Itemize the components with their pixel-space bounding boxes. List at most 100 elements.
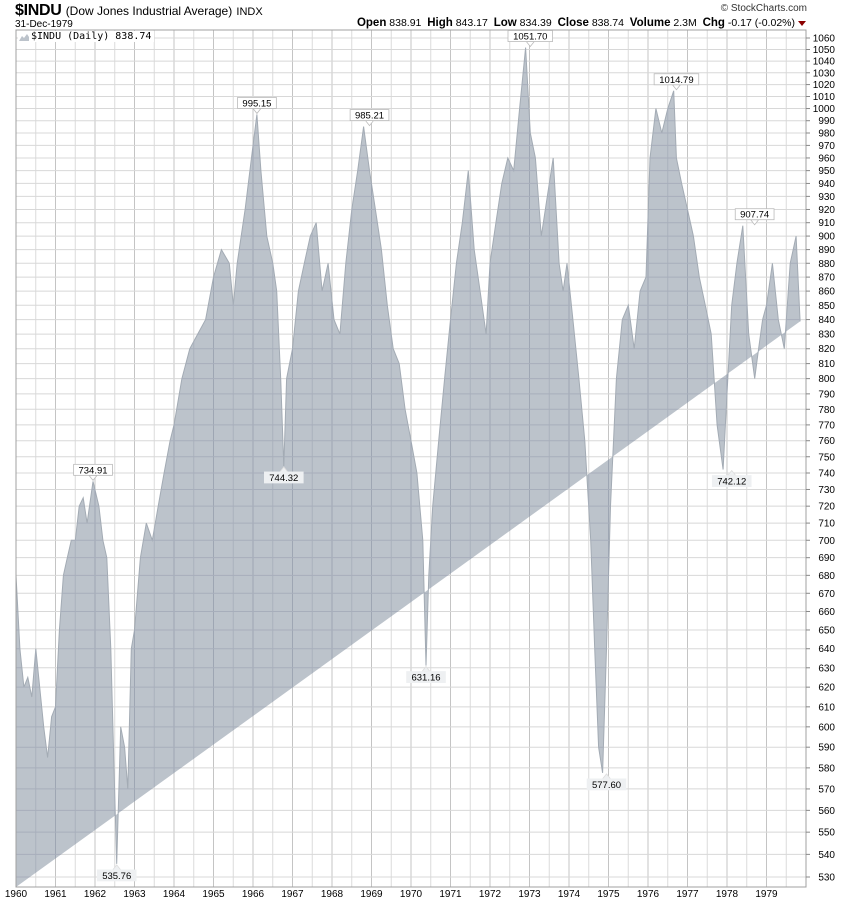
svg-text:630: 630 bbox=[818, 663, 835, 674]
annotation-high: 1014.79 bbox=[653, 73, 700, 91]
volume-label: Volume bbox=[629, 17, 671, 29]
open-label: Open bbox=[356, 17, 387, 29]
svg-text:580: 580 bbox=[818, 763, 835, 774]
svg-text:1971: 1971 bbox=[439, 889, 462, 900]
svg-text:980: 980 bbox=[818, 128, 835, 139]
chg-value: -0.17 (-0.02%) bbox=[727, 17, 795, 29]
svg-text:1965: 1965 bbox=[202, 889, 225, 900]
svg-text:744.32: 744.32 bbox=[269, 473, 298, 484]
price-area bbox=[15, 47, 801, 887]
svg-text:734.91: 734.91 bbox=[78, 465, 107, 476]
x-axis: 1960 1961 1962 1963 1964 1965 1966 1967 1968 1969… bbox=[5, 889, 778, 900]
svg-text:1030: 1030 bbox=[813, 68, 836, 79]
svg-text:690: 690 bbox=[818, 553, 835, 564]
annotation-low: 535.76 bbox=[96, 864, 137, 882]
svg-text:535.76: 535.76 bbox=[102, 871, 131, 882]
svg-text:820: 820 bbox=[818, 344, 835, 355]
index-name: (Dow Jones Industrial Average) bbox=[65, 4, 233, 18]
svg-text:930: 930 bbox=[818, 192, 835, 203]
svg-text:710: 710 bbox=[818, 519, 835, 530]
svg-text:730: 730 bbox=[818, 485, 835, 496]
svg-text:720: 720 bbox=[818, 502, 835, 513]
svg-text:600: 600 bbox=[818, 722, 835, 733]
close-value: 838.74 bbox=[591, 17, 624, 29]
svg-text:750: 750 bbox=[818, 452, 835, 463]
svg-text:1051.70: 1051.70 bbox=[513, 32, 547, 43]
low-value: 834.39 bbox=[519, 17, 552, 29]
low-label: Low bbox=[493, 17, 517, 29]
close-label: Close bbox=[557, 17, 589, 29]
svg-text:742.12: 742.12 bbox=[717, 477, 746, 488]
annotations: 734.91 535.76 995.15 744.32 985.21 631.16 1051… bbox=[73, 30, 775, 882]
annotation-high: 734.91 bbox=[73, 463, 113, 481]
svg-text:1975: 1975 bbox=[597, 889, 620, 900]
high-label: High bbox=[427, 17, 453, 29]
svg-text:1976: 1976 bbox=[637, 889, 660, 900]
svg-text:995.15: 995.15 bbox=[242, 98, 271, 109]
exchange: INDX bbox=[236, 6, 263, 18]
svg-text:920: 920 bbox=[818, 205, 835, 216]
svg-text:1963: 1963 bbox=[123, 889, 146, 900]
svg-text:1968: 1968 bbox=[321, 889, 344, 900]
svg-text:1010: 1010 bbox=[813, 92, 836, 103]
annotation-low: 577.60 bbox=[586, 773, 627, 791]
svg-text:1977: 1977 bbox=[676, 889, 699, 900]
svg-text:631.16: 631.16 bbox=[411, 673, 440, 684]
svg-text:960: 960 bbox=[818, 153, 835, 164]
legend-label: $INDU (Daily) 838.74 bbox=[31, 31, 152, 42]
svg-text:890: 890 bbox=[818, 245, 835, 256]
svg-text:540: 540 bbox=[818, 850, 835, 861]
svg-text:830: 830 bbox=[818, 330, 835, 341]
area-chart-icon bbox=[19, 33, 29, 41]
annotation-low: 631.16 bbox=[406, 665, 446, 684]
svg-text:590: 590 bbox=[818, 743, 835, 754]
open-value: 838.91 bbox=[389, 17, 422, 29]
svg-text:940: 940 bbox=[818, 179, 835, 190]
svg-text:990: 990 bbox=[818, 116, 835, 127]
svg-text:870: 870 bbox=[818, 273, 835, 284]
svg-text:1961: 1961 bbox=[44, 889, 67, 900]
svg-text:1060: 1060 bbox=[813, 34, 836, 45]
plot-border bbox=[15, 29, 807, 888]
svg-text:550: 550 bbox=[818, 828, 835, 839]
svg-text:1962: 1962 bbox=[84, 889, 107, 900]
svg-text:1966: 1966 bbox=[242, 889, 265, 900]
svg-text:1020: 1020 bbox=[813, 80, 836, 91]
svg-text:1979: 1979 bbox=[755, 889, 778, 900]
svg-text:660: 660 bbox=[818, 607, 835, 618]
svg-text:850: 850 bbox=[818, 301, 835, 312]
high-value: 843.17 bbox=[455, 17, 488, 29]
svg-text:640: 640 bbox=[818, 644, 835, 655]
svg-text:610: 610 bbox=[818, 702, 835, 713]
chart-date: 31-Dec-1979 bbox=[15, 19, 73, 30]
svg-text:780: 780 bbox=[818, 405, 835, 416]
svg-text:760: 760 bbox=[818, 436, 835, 447]
chart-title: $INDU (Dow Jones Industrial Average) IND… bbox=[15, 2, 263, 20]
svg-text:560: 560 bbox=[818, 806, 835, 817]
svg-text:680: 680 bbox=[818, 571, 835, 582]
svg-text:1014.79: 1014.79 bbox=[659, 75, 693, 86]
svg-text:1970: 1970 bbox=[400, 889, 423, 900]
svg-text:1960: 1960 bbox=[5, 889, 28, 900]
svg-text:950: 950 bbox=[818, 166, 835, 177]
svg-text:650: 650 bbox=[818, 625, 835, 636]
svg-text:900: 900 bbox=[818, 232, 835, 243]
svg-text:910: 910 bbox=[818, 218, 835, 229]
svg-text:770: 770 bbox=[818, 420, 835, 431]
svg-text:1964: 1964 bbox=[163, 889, 186, 900]
annotation-high: 907.74 bbox=[734, 208, 775, 226]
svg-text:1050: 1050 bbox=[813, 45, 836, 56]
svg-text:570: 570 bbox=[818, 784, 835, 795]
ohlc-summary: Open 838.91 High 843.17 Low 834.39 Close… bbox=[357, 17, 806, 29]
y-axis: 530 540 550 560 570 580 590 600 610 620 630 640 650 6… bbox=[806, 34, 835, 884]
svg-text:1978: 1978 bbox=[716, 889, 739, 900]
svg-text:810: 810 bbox=[818, 359, 835, 370]
svg-text:1973: 1973 bbox=[518, 889, 541, 900]
svg-text:860: 860 bbox=[818, 287, 835, 298]
svg-text:1000: 1000 bbox=[813, 104, 836, 115]
svg-text:790: 790 bbox=[818, 389, 835, 400]
annotation-low: 742.12 bbox=[711, 469, 752, 488]
svg-text:1040: 1040 bbox=[813, 57, 836, 68]
svg-text:985.21: 985.21 bbox=[355, 111, 384, 122]
